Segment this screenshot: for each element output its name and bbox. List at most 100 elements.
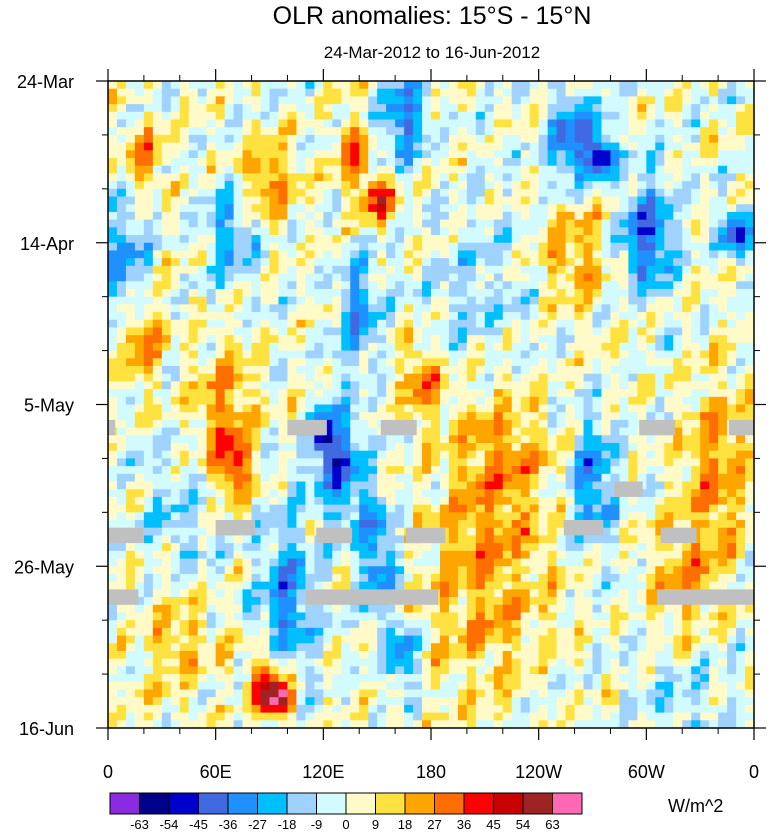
field-cell <box>125 312 136 321</box>
field-cell <box>448 111 459 121</box>
field-cell <box>377 396 387 406</box>
field-cell <box>664 235 674 244</box>
field-cell <box>332 419 342 429</box>
field-cell <box>583 111 594 121</box>
field-cell <box>359 188 369 198</box>
field-cell <box>547 335 558 344</box>
field-cell <box>395 381 405 390</box>
field-cell <box>718 527 728 537</box>
field-cell <box>745 450 755 460</box>
field-cell <box>377 181 387 190</box>
field-cell <box>179 458 190 467</box>
field-cell <box>610 342 621 352</box>
field-cell <box>161 481 172 490</box>
field-cell <box>233 612 244 621</box>
field-cell <box>439 158 450 167</box>
field-cell <box>116 227 127 236</box>
field-cell <box>341 365 351 375</box>
field-cell <box>251 535 262 544</box>
field-cell <box>637 581 647 590</box>
field-cell <box>637 250 647 259</box>
field-cell <box>152 550 163 560</box>
field-cell <box>179 581 190 590</box>
field-cell <box>224 119 235 128</box>
field-cell <box>341 419 351 429</box>
field-cell <box>422 235 432 244</box>
field-cell <box>502 265 513 275</box>
field-cell <box>736 450 746 460</box>
field-cell <box>646 342 656 352</box>
field-cell <box>655 204 665 213</box>
field-cell <box>134 173 145 182</box>
field-cell <box>745 96 755 105</box>
field-cell <box>350 111 360 121</box>
field-cell <box>655 304 665 313</box>
field-cell <box>116 396 127 406</box>
field-cell <box>197 427 208 436</box>
field-cell <box>233 250 244 259</box>
field-cell <box>700 319 710 329</box>
field-cell <box>655 319 665 329</box>
field-cell <box>538 450 549 460</box>
field-cell <box>143 566 154 575</box>
field-cell <box>314 350 324 359</box>
field-cell <box>673 427 683 436</box>
field-cell <box>727 450 737 460</box>
field-cell <box>350 273 360 282</box>
field-cell <box>413 550 423 560</box>
field-cell <box>287 412 298 421</box>
field-cell <box>116 342 127 352</box>
field-cell <box>296 604 306 614</box>
field-cell <box>242 173 253 182</box>
field-cell <box>619 281 629 290</box>
field-cell <box>350 119 360 128</box>
field-cell <box>278 150 289 159</box>
field-cell <box>386 327 396 336</box>
field-cell <box>197 481 208 490</box>
field-cell <box>179 612 190 621</box>
field-cell <box>745 181 755 190</box>
field-cell <box>700 127 710 136</box>
field-cell <box>215 558 226 567</box>
field-cell <box>439 381 450 390</box>
field-cell <box>188 96 199 105</box>
field-cell <box>224 412 235 421</box>
field-cell <box>395 481 405 490</box>
field-cell <box>664 142 674 151</box>
field-cell <box>108 481 118 490</box>
field-cell <box>484 520 495 529</box>
field-cell <box>323 350 333 359</box>
field-cell <box>116 365 127 375</box>
field-cell <box>296 296 306 305</box>
field-cell <box>574 142 585 151</box>
field-cell <box>511 304 522 313</box>
field-cell <box>386 512 396 521</box>
field-cell <box>197 496 208 506</box>
field-cell <box>206 304 217 313</box>
field-cell <box>538 81 549 90</box>
field-cell <box>457 134 468 144</box>
field-cell <box>556 281 567 290</box>
field-cell <box>108 288 118 298</box>
field-cell <box>314 319 324 329</box>
field-cell <box>439 242 450 252</box>
field-cell <box>628 288 638 298</box>
field-cell <box>188 396 199 406</box>
field-cell <box>583 504 594 513</box>
field-cell <box>314 227 324 236</box>
field-cell <box>646 319 656 329</box>
field-cell <box>475 566 486 575</box>
field-cell <box>143 142 154 151</box>
field-cell <box>520 196 531 205</box>
field-cell <box>341 466 351 475</box>
field-cell <box>448 88 459 97</box>
field-cell <box>413 566 423 575</box>
field-cell <box>395 158 405 167</box>
field-cell <box>197 127 208 136</box>
field-cell <box>206 165 217 175</box>
field-cell <box>529 489 540 498</box>
field-cell <box>323 419 333 429</box>
field-cell <box>538 134 549 144</box>
field-cell <box>413 496 423 506</box>
field-cell <box>628 335 638 344</box>
